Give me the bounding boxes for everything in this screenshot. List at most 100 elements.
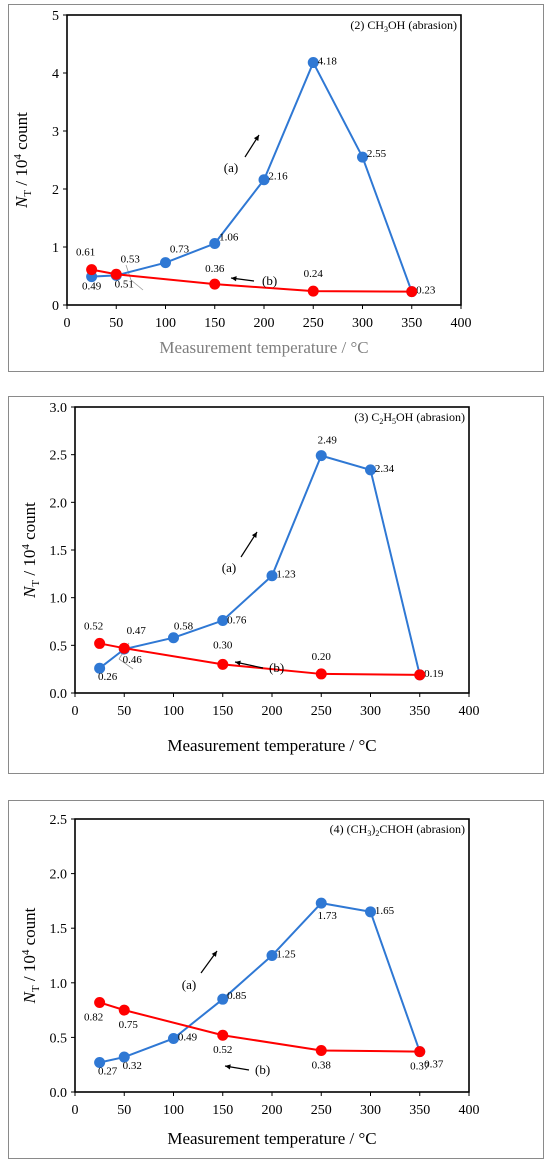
data-point [315, 1045, 327, 1057]
y-tick-label: 0.0 [50, 1086, 68, 1101]
x-tick-label: 300 [360, 1103, 381, 1118]
data-point [217, 993, 229, 1005]
x-tick-label: 250 [311, 704, 332, 719]
data-label: 1.65 [375, 905, 395, 917]
x-tick-label: 150 [212, 704, 233, 719]
data-label: 2.34 [375, 463, 395, 475]
data-point [217, 615, 229, 627]
data-point [94, 662, 106, 674]
x-tick-label: 350 [409, 1103, 430, 1118]
data-point [307, 57, 319, 69]
chart-title: (3) C2H5OH (abrasion) [354, 410, 465, 426]
data-label: 0.61 [76, 247, 95, 259]
chart-panel-2: 0.0 0.5 1.0 1.5 2.0 2.5 3.0 0 50 100 150 200 250 300 3… [8, 396, 544, 774]
data-label: 0.76 [227, 615, 247, 627]
data-point [406, 286, 418, 298]
data-label: 2.49 [318, 435, 338, 447]
data-label: 1.73 [318, 910, 338, 922]
y-axis-label: NT / 104 count [20, 907, 42, 1004]
data-label: 0.47 [127, 625, 147, 637]
plot-area [66, 14, 462, 306]
data-point [266, 570, 278, 582]
data-point [365, 464, 376, 476]
x-tick-label: 350 [409, 704, 430, 719]
y-tick-label: 1.5 [50, 544, 68, 559]
y-tick-label: 1.5 [50, 922, 68, 937]
y-axis-label: NT / 104 count [12, 112, 34, 209]
series-line-a [99, 454, 421, 676]
data-label: 0.38 [312, 1060, 332, 1072]
data-label: 0.27 [98, 1066, 118, 1078]
series-line-a [91, 60, 413, 293]
y-axis-label: NT / 104 count [20, 502, 42, 599]
y-tick-label: 2.0 [50, 868, 68, 883]
data-point [365, 906, 376, 918]
data-label: 0.37 [424, 1059, 444, 1071]
data-point [307, 285, 319, 297]
y-tick-label: 2.5 [50, 449, 68, 464]
x-tick-label: 0 [72, 1103, 79, 1118]
data-label: 0.26 [98, 671, 118, 683]
annotation-b: (b) [255, 1062, 270, 1077]
x-tick-label: 50 [117, 1103, 131, 1118]
chart-isopropanol: 0.0 0.5 1.0 1.5 2.0 2.5 0 50 100 150 200 250 300 350 4… [20, 813, 480, 1148]
chart-panel-3: 0.0 0.5 1.0 1.5 2.0 2.5 0 50 100 150 200 250 300 350 4… [8, 800, 544, 1159]
data-label: 0.51 [115, 278, 134, 290]
data-point [94, 996, 106, 1008]
x-tick-label: 250 [303, 316, 324, 331]
annotation-b: (b) [262, 273, 277, 288]
y-tick-label: 0.5 [50, 639, 68, 654]
x-tick-label: 150 [212, 1103, 233, 1118]
chart-panel-1: 0 1 2 3 4 5 0 50 100 150 200 250 300 350 400 Measuremen… [8, 4, 544, 372]
y-tick-label: 0 [52, 299, 59, 314]
y-tick-label: 3.0 [50, 401, 68, 416]
data-point [414, 1046, 426, 1058]
arrow-b-head [225, 1064, 231, 1070]
data-point [110, 268, 122, 280]
x-tick-label: 200 [262, 704, 283, 719]
x-tick-label: 0 [64, 316, 71, 331]
x-tick-label: 400 [459, 1103, 480, 1118]
x-axis-label: Measurement temperature / °C [167, 1129, 376, 1148]
data-label: 0.52 [213, 1044, 232, 1056]
y-tick-label: 2 [52, 183, 59, 198]
y-tick-label: 1.0 [50, 592, 68, 607]
annotation-a: (a) [224, 160, 238, 175]
chart-title: (2) CH3OH (abrasion) [350, 18, 457, 34]
data-label: 0.75 [119, 1019, 139, 1031]
data-label: 0.46 [123, 654, 143, 666]
data-label: 1.25 [276, 949, 296, 961]
data-label: 1.23 [276, 569, 296, 581]
x-axis-label: Measurement temperature / °C [167, 736, 376, 755]
data-point [357, 151, 368, 163]
data-label: 0.73 [170, 244, 190, 256]
y-tick-label: 0.0 [50, 687, 68, 702]
arrow-b-head [231, 276, 237, 282]
data-point [217, 658, 229, 670]
data-label: 0.23 [416, 285, 436, 297]
data-label: 0.36 [205, 263, 225, 275]
x-tick-label: 100 [155, 316, 176, 331]
data-point [209, 238, 221, 250]
data-point [414, 669, 426, 681]
data-label: 0.53 [121, 253, 141, 265]
data-point [168, 1032, 179, 1044]
y-tick-label: 2.0 [50, 496, 68, 511]
x-tick-label: 250 [311, 1103, 332, 1118]
x-tick-label: 150 [204, 316, 225, 331]
data-point [258, 174, 270, 186]
data-point [94, 1057, 106, 1069]
data-label: 0.30 [213, 639, 233, 651]
x-tick-label: 0 [72, 704, 79, 719]
x-tick-label: 50 [117, 704, 131, 719]
data-point [315, 450, 327, 462]
data-point [266, 950, 278, 961]
y-tick-label: 2.5 [50, 813, 68, 828]
y-tick-label: 0.5 [50, 1031, 68, 1046]
data-label: 0.85 [227, 990, 247, 1002]
annotation-b: (b) [269, 660, 284, 675]
y-tick-label: 3 [52, 125, 59, 140]
y-tick-label: 5 [52, 9, 59, 24]
data-label: 0.32 [123, 1060, 142, 1072]
